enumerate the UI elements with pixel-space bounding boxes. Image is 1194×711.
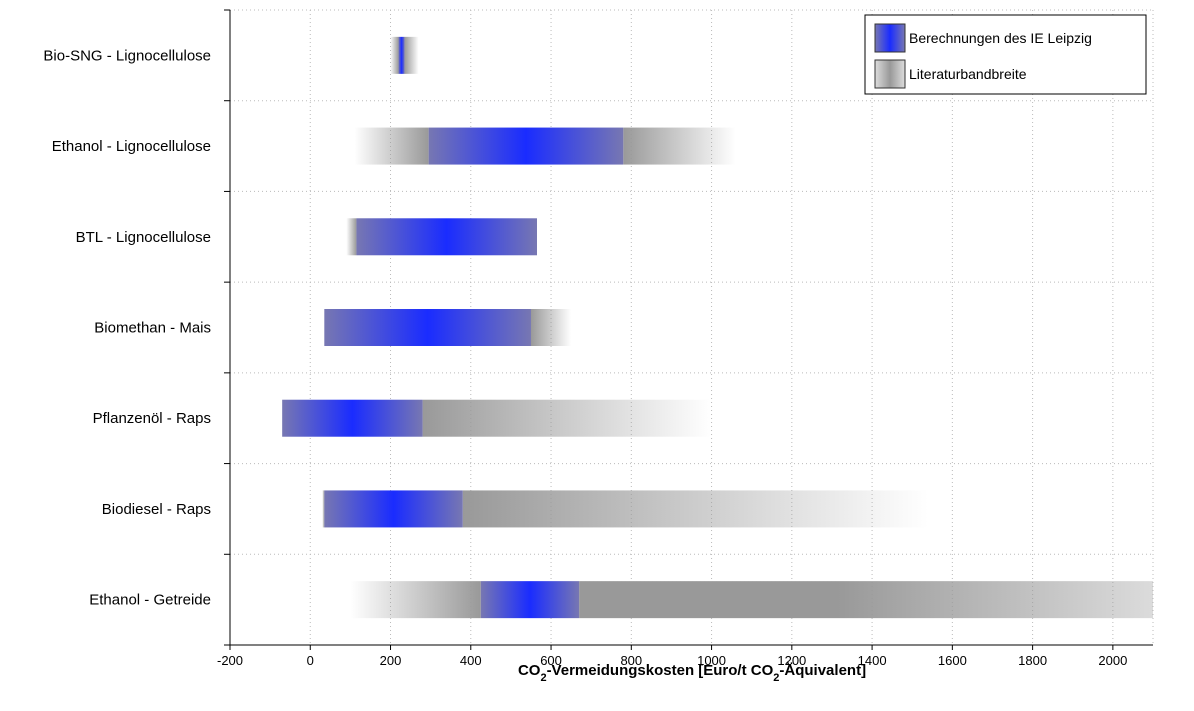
bar-literatur-left xyxy=(350,581,481,619)
x-tick-label: 1000 xyxy=(697,653,726,668)
x-tick-label: 600 xyxy=(540,653,562,668)
category-label: Biomethan - Mais xyxy=(94,320,211,337)
bar-literatur-right xyxy=(422,399,712,437)
x-tick-label: 1600 xyxy=(938,653,967,668)
category-label: Pflanzenöl - Raps xyxy=(93,410,211,427)
x-axis-label-part: CO xyxy=(518,662,541,679)
category-label: Ethanol - Lignocellulose xyxy=(52,138,211,155)
bar-ie-leipzig xyxy=(480,581,580,619)
legend-box xyxy=(864,14,1147,95)
x-tick-label: -200 xyxy=(217,653,243,668)
axes xyxy=(224,9,1153,650)
bar-literatur-right xyxy=(530,309,572,346)
x-tick-label: 2000 xyxy=(1098,653,1127,668)
x-axis-label-part: -Vermeidungskosten [Euro/t CO xyxy=(547,662,774,679)
legend: Berechnungen des IE Leipzig Literaturban… xyxy=(864,14,1147,95)
x-tick-label: 1400 xyxy=(858,653,887,668)
legend-label-literatur: Literaturbandbreite xyxy=(909,66,1027,82)
bars xyxy=(282,36,1153,619)
bar-literatur-right xyxy=(404,36,419,74)
category-label: BTL - Lignocellulose xyxy=(76,229,211,246)
bar-ie-leipzig xyxy=(398,36,405,74)
bar-literatur-right xyxy=(579,581,1153,619)
x-axis-label-subscript: 2 xyxy=(540,672,546,684)
x-axis-label: CO2-Vermeidungskosten [Euro/t CO2-Äquiva… xyxy=(518,662,866,684)
bar-literatur-left xyxy=(354,127,429,165)
x-tick-label: 200 xyxy=(380,653,402,668)
x-tick-label: 400 xyxy=(460,653,482,668)
bar-literatur-right xyxy=(462,490,929,528)
legend-swatch-blue xyxy=(874,23,906,53)
bar-literatur-left xyxy=(322,490,325,528)
x-tick-label: 0 xyxy=(307,653,314,668)
category-label: Biodiesel - Raps xyxy=(102,501,211,518)
x-tick-labels: -200 0 200 400 600 800 1000 1200 1400 1600 1800 200… xyxy=(217,653,1127,668)
bar-literatur-right xyxy=(623,127,736,165)
category-label: Bio-SNG - Lignocellulose xyxy=(43,47,211,64)
bar-ie-leipzig xyxy=(282,399,423,437)
x-tick-label: 1800 xyxy=(1018,653,1047,668)
x-tick-label: 800 xyxy=(620,653,642,668)
x-tick-label: 1200 xyxy=(777,653,806,668)
bar-literatur-left xyxy=(346,218,357,256)
x-axis-label-subscript: 2 xyxy=(773,672,779,684)
category-label: Ethanol - Getreide xyxy=(89,592,211,609)
legend-swatch-gray xyxy=(874,59,906,89)
legend-label-ie-leipzig: Berechnungen des IE Leipzig xyxy=(909,30,1092,46)
x-axis-label-part: -Äquivalent] xyxy=(779,662,866,679)
category-labels: Bio-SNG - Lignocellulose Ethanol - Lignoc… xyxy=(43,47,211,608)
bar-ie-leipzig xyxy=(356,218,537,256)
bar-ie-leipzig xyxy=(324,309,531,346)
bar-ie-leipzig xyxy=(324,490,463,528)
bar-ie-leipzig xyxy=(428,127,624,165)
bar-literatur-left xyxy=(390,36,399,74)
